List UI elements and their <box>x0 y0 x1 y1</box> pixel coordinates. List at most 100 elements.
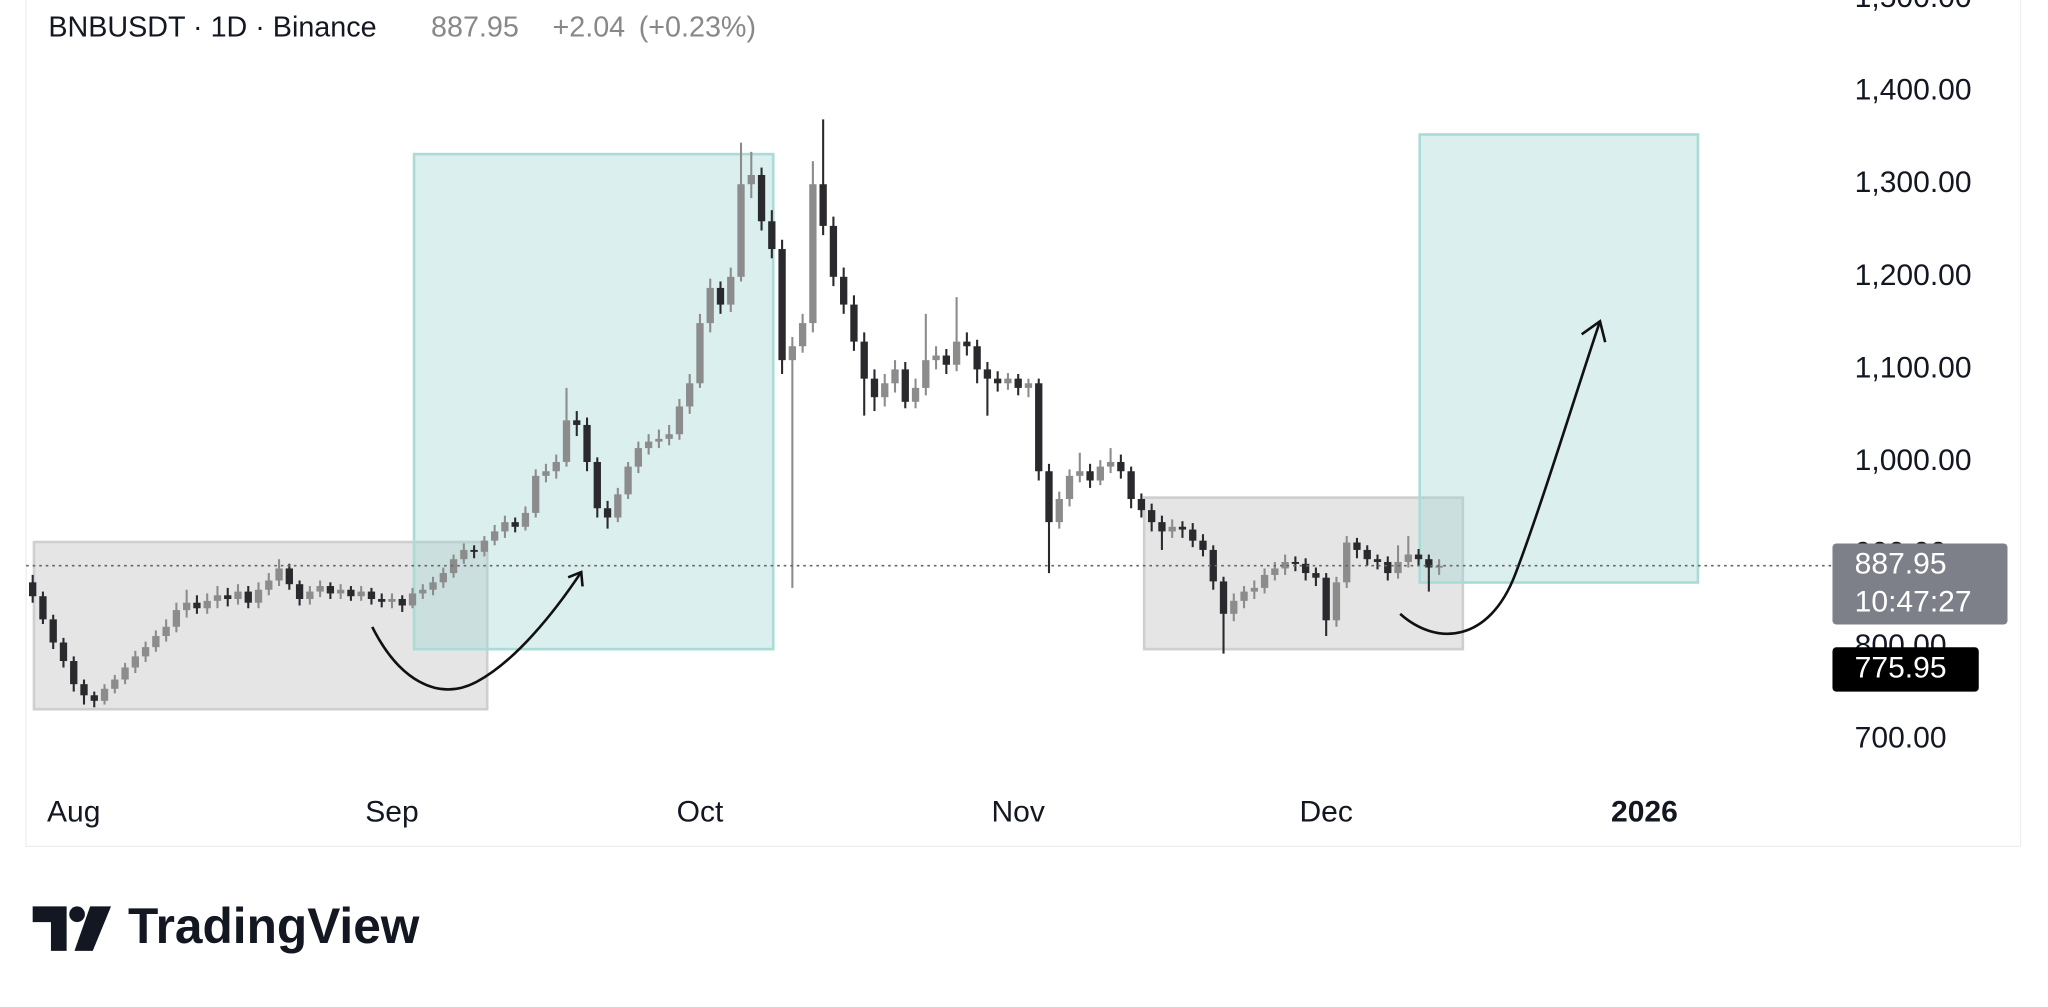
candle-body <box>275 568 283 581</box>
candle-body <box>490 531 499 541</box>
candle-body <box>552 461 560 472</box>
x-tick-label: 2026 <box>1611 796 1678 829</box>
candle-body <box>757 174 766 222</box>
candle-body <box>1343 542 1351 583</box>
candle-body <box>665 434 673 439</box>
candle-body <box>922 360 930 388</box>
candle-body <box>1363 549 1371 560</box>
y-tick-label: 1,100.00 <box>1855 351 1972 384</box>
candle-body <box>850 304 858 342</box>
candle-body <box>388 598 396 602</box>
candle-body <box>614 494 622 518</box>
logo-shape <box>74 906 112 951</box>
candle-body <box>696 323 704 384</box>
candle-body <box>439 573 447 583</box>
candle-body <box>224 595 232 599</box>
candle-body <box>357 591 365 597</box>
header-change-pct: (+0.23%) <box>639 11 756 43</box>
candle-body <box>408 593 417 606</box>
candle-body <box>367 591 376 599</box>
candle-body <box>860 341 868 379</box>
candle-body <box>1353 542 1361 550</box>
x-tick-label: Aug <box>47 796 100 829</box>
candle-body <box>1096 466 1104 481</box>
candle-body <box>983 369 992 379</box>
candle-body <box>429 582 437 590</box>
arrow-curve <box>371 571 583 691</box>
candle-body <box>644 441 653 449</box>
candle-body <box>111 679 119 689</box>
candle-body <box>901 369 909 402</box>
candle-body <box>1425 559 1433 568</box>
candle-body <box>470 549 478 552</box>
arrow-curve <box>1399 320 1602 635</box>
last-price-label: 887.95 <box>1855 548 1947 581</box>
candle-body <box>798 323 807 347</box>
candle-body <box>244 591 252 603</box>
candle-body <box>480 540 489 552</box>
candle-body <box>1373 559 1382 562</box>
candle-body <box>1137 499 1146 511</box>
candle-body <box>603 508 612 518</box>
candle-body <box>686 383 694 407</box>
candle-body <box>593 461 601 509</box>
chart-frame <box>25 0 2022 848</box>
candle-body <box>727 276 735 305</box>
marker-price-box <box>1832 647 1979 692</box>
candle-body <box>562 420 571 462</box>
candle-body <box>234 591 242 599</box>
candle-body <box>39 596 47 620</box>
candle-body <box>1168 526 1176 532</box>
candle-body <box>347 589 355 597</box>
candle-body <box>254 589 263 603</box>
marker-price-label: 775.95 <box>1855 651 1947 684</box>
candle-body <box>1004 378 1012 384</box>
candle-body <box>172 610 181 627</box>
candle-body <box>336 589 345 594</box>
target-box <box>412 152 775 651</box>
candle-body <box>90 695 98 701</box>
candle-body <box>1404 554 1412 562</box>
countdown-label: 10:47:27 <box>1855 586 1972 619</box>
candle-body <box>840 276 848 305</box>
candle-body <box>1322 577 1330 621</box>
candle-body <box>316 586 324 592</box>
candle-body <box>521 512 530 527</box>
candle-body <box>285 568 293 585</box>
x-tick-label: Nov <box>991 796 1044 829</box>
candle-body <box>624 466 632 495</box>
header-price: 887.95 <box>431 11 519 43</box>
candle-body <box>100 688 109 701</box>
candle-body <box>1291 561 1300 564</box>
target-box <box>1418 133 1700 584</box>
candle-body <box>80 684 88 696</box>
x-tick-label: Oct <box>677 796 724 829</box>
candle-body <box>306 591 314 599</box>
candle-body <box>49 619 57 643</box>
candle-body <box>706 287 714 324</box>
candle-body <box>1045 471 1053 523</box>
candle-body <box>1117 461 1125 472</box>
candle-body <box>1271 568 1279 575</box>
candle-body <box>1240 591 1248 601</box>
candle-body <box>778 249 786 361</box>
candle-body <box>1148 510 1156 523</box>
candle-body <box>1250 587 1258 592</box>
candle-body <box>1158 522 1166 532</box>
range-box <box>1142 496 1465 651</box>
candle-body <box>1301 563 1310 574</box>
candle-body <box>1281 561 1289 569</box>
arrow-head <box>1580 319 1607 343</box>
candle-body <box>809 184 817 324</box>
candle-body <box>829 225 838 277</box>
candle-body <box>634 448 643 467</box>
y-tick-label: 1,000.00 <box>1855 444 1972 477</box>
candle-body <box>59 642 68 662</box>
candle-body <box>326 586 335 594</box>
arrow-head <box>567 570 584 587</box>
logo-shape <box>32 906 67 951</box>
candle-body <box>1394 561 1402 574</box>
last-price-box <box>1832 543 2008 625</box>
